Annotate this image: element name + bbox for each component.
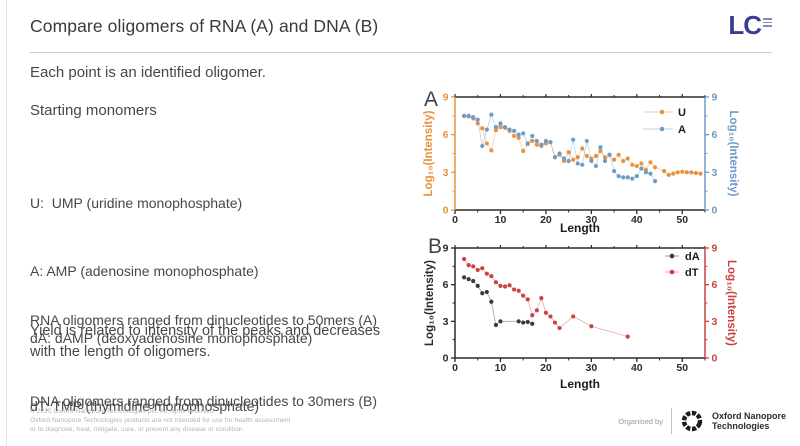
legal-line: © 2025 Oxford Nanopore Technologies plc.… xyxy=(30,408,216,415)
y-tick-label-right: 3 xyxy=(712,167,718,179)
chart-a-svg: 0 10 20 30 40 500 03 36 69 9UALengthLog₁₀(Intensi… xyxy=(423,88,739,235)
x-tick-label: 30 xyxy=(586,214,598,226)
series-A xyxy=(461,112,658,184)
x-tick-label: 30 xyxy=(586,362,598,374)
lc-logo-text: LC xyxy=(728,10,762,40)
y-tick-label-left: 6 xyxy=(443,129,449,141)
footer-legal: © 2025 Oxford Nanopore Technologies plc.… xyxy=(30,407,291,434)
legend-label-A: A xyxy=(678,124,686,136)
y-axis-label-left: Log₁₀(Intensity) xyxy=(424,260,436,346)
chart-dna: 0 10 20 30 40 50 0 0 3 3 6 6 9 9 dA dT Length Log₁₀(Inten… xyxy=(415,235,800,403)
footer-divider xyxy=(670,408,672,434)
x-tick-label: 10 xyxy=(495,362,507,374)
y-tick-label-right: 9 xyxy=(712,243,718,255)
x-tick-label: 10 xyxy=(495,214,507,226)
panel-label-A: A xyxy=(424,88,438,111)
legend-label-U: U xyxy=(678,107,686,119)
footer-organiser: Organised by Oxford Nanopore Technologie… xyxy=(618,408,786,434)
page-title: Compare oligomers of RNA (A) and DNA (B) xyxy=(30,16,379,36)
y-tick-label-left: 6 xyxy=(443,279,449,291)
organised-by-label: Organised by xyxy=(618,416,663,426)
legal-line: Oxford Nanopore Technologies products ar… xyxy=(30,417,291,424)
monomer-list: U: UMP (uridine monophosphate) A: AMP (a… xyxy=(30,147,312,446)
lc-fineprint-bar xyxy=(763,21,772,23)
y-tick-label-right: 6 xyxy=(712,129,718,141)
chart-b-svg: 0 10 20 30 40 500 03 36 69 9dAdTLengthLog₁₀(Inten… xyxy=(424,235,737,391)
dna-range-line: DNA oligomers ranged from dinucleotides … xyxy=(30,393,378,409)
monomer-item: A: AMP (adenosine monophosphate) xyxy=(30,262,259,279)
title-divider xyxy=(30,52,772,53)
chart-rna: 0 10 20 30 40 50 0 0 3 3 6 6 9 9 U A Length Log₁₀(Intensi… xyxy=(415,74,800,241)
y-tick-label-left: 9 xyxy=(443,243,449,255)
legal-line: or to diagnose, treat, mitigate, cure, o… xyxy=(30,426,245,433)
x-axis-label: Length xyxy=(560,221,600,235)
lc-fineprint-bar xyxy=(763,25,772,27)
y-tick-label-left: 3 xyxy=(443,316,449,328)
y-tick-label-left: 3 xyxy=(443,167,449,179)
y-tick-label-right: 3 xyxy=(712,316,718,328)
x-tick-label: 50 xyxy=(676,214,688,226)
panel-label-B: B xyxy=(428,236,442,258)
x-tick-label: 50 xyxy=(676,362,688,374)
monomers-heading: Starting monomers xyxy=(30,102,157,119)
yield-note: Yield is related to intensity of the pea… xyxy=(30,323,381,360)
rna-range-line: RNA oligomers ranged from dinucleotides … xyxy=(30,312,378,328)
x-tick-label: 40 xyxy=(631,214,643,226)
y-tick-label-right: 0 xyxy=(712,353,718,365)
organiser-name-line2: Technologies xyxy=(711,421,770,431)
y-tick-label-right: 9 xyxy=(712,92,718,104)
intro-line: Each point is an identified oligomer. xyxy=(30,64,266,81)
organiser-name: Oxford Nanopore Technologies xyxy=(712,411,786,432)
y-axis-label-left: Log₁₀(Intensity) xyxy=(423,110,435,196)
y-axis-label-right: Log₁₀(Intensity) xyxy=(725,260,737,346)
y-tick-label-left: 9 xyxy=(443,92,449,104)
y-tick-label-right: 0 xyxy=(712,205,718,217)
x-axis-label: Length xyxy=(560,377,600,391)
oligomer-range-list: RNA oligomers ranged from dinucleotides … xyxy=(30,253,377,446)
lc-logo: LC xyxy=(728,12,772,38)
x-tick-label: 20 xyxy=(540,214,552,226)
series-U xyxy=(461,113,703,177)
monomer-item: dA: dAMP (deoxyadenosine monophosphate) xyxy=(30,330,313,346)
y-axis-label-right: Log₁₀(Intensity) xyxy=(727,111,739,197)
legend-label-dT: dT xyxy=(685,267,699,279)
y-tick-label-left: 0 xyxy=(443,205,449,217)
oxford-nanopore-logo-icon xyxy=(681,410,703,432)
lc-fineprint-bar xyxy=(763,18,772,20)
x-tick-label: 0 xyxy=(452,214,458,226)
y-tick-label-left: 0 xyxy=(443,353,449,365)
y-tick-label-right: 6 xyxy=(712,279,718,291)
monomer-item: dT: TMP (thymidine monophosphate) xyxy=(30,397,260,414)
x-tick-label: 20 xyxy=(540,362,552,374)
organiser-name-line1: Oxford Nanopore xyxy=(711,410,786,421)
series-dT xyxy=(461,256,630,339)
x-tick-label: 40 xyxy=(631,362,643,374)
series-dA xyxy=(461,275,535,328)
lc-logo-fineprint xyxy=(763,18,772,27)
legend-label-dA: dA xyxy=(685,251,700,263)
x-tick-label: 0 xyxy=(452,362,458,374)
slide-left-edge xyxy=(6,0,7,446)
monomer-item: U: UMP (uridine monophosphate) xyxy=(30,195,243,211)
